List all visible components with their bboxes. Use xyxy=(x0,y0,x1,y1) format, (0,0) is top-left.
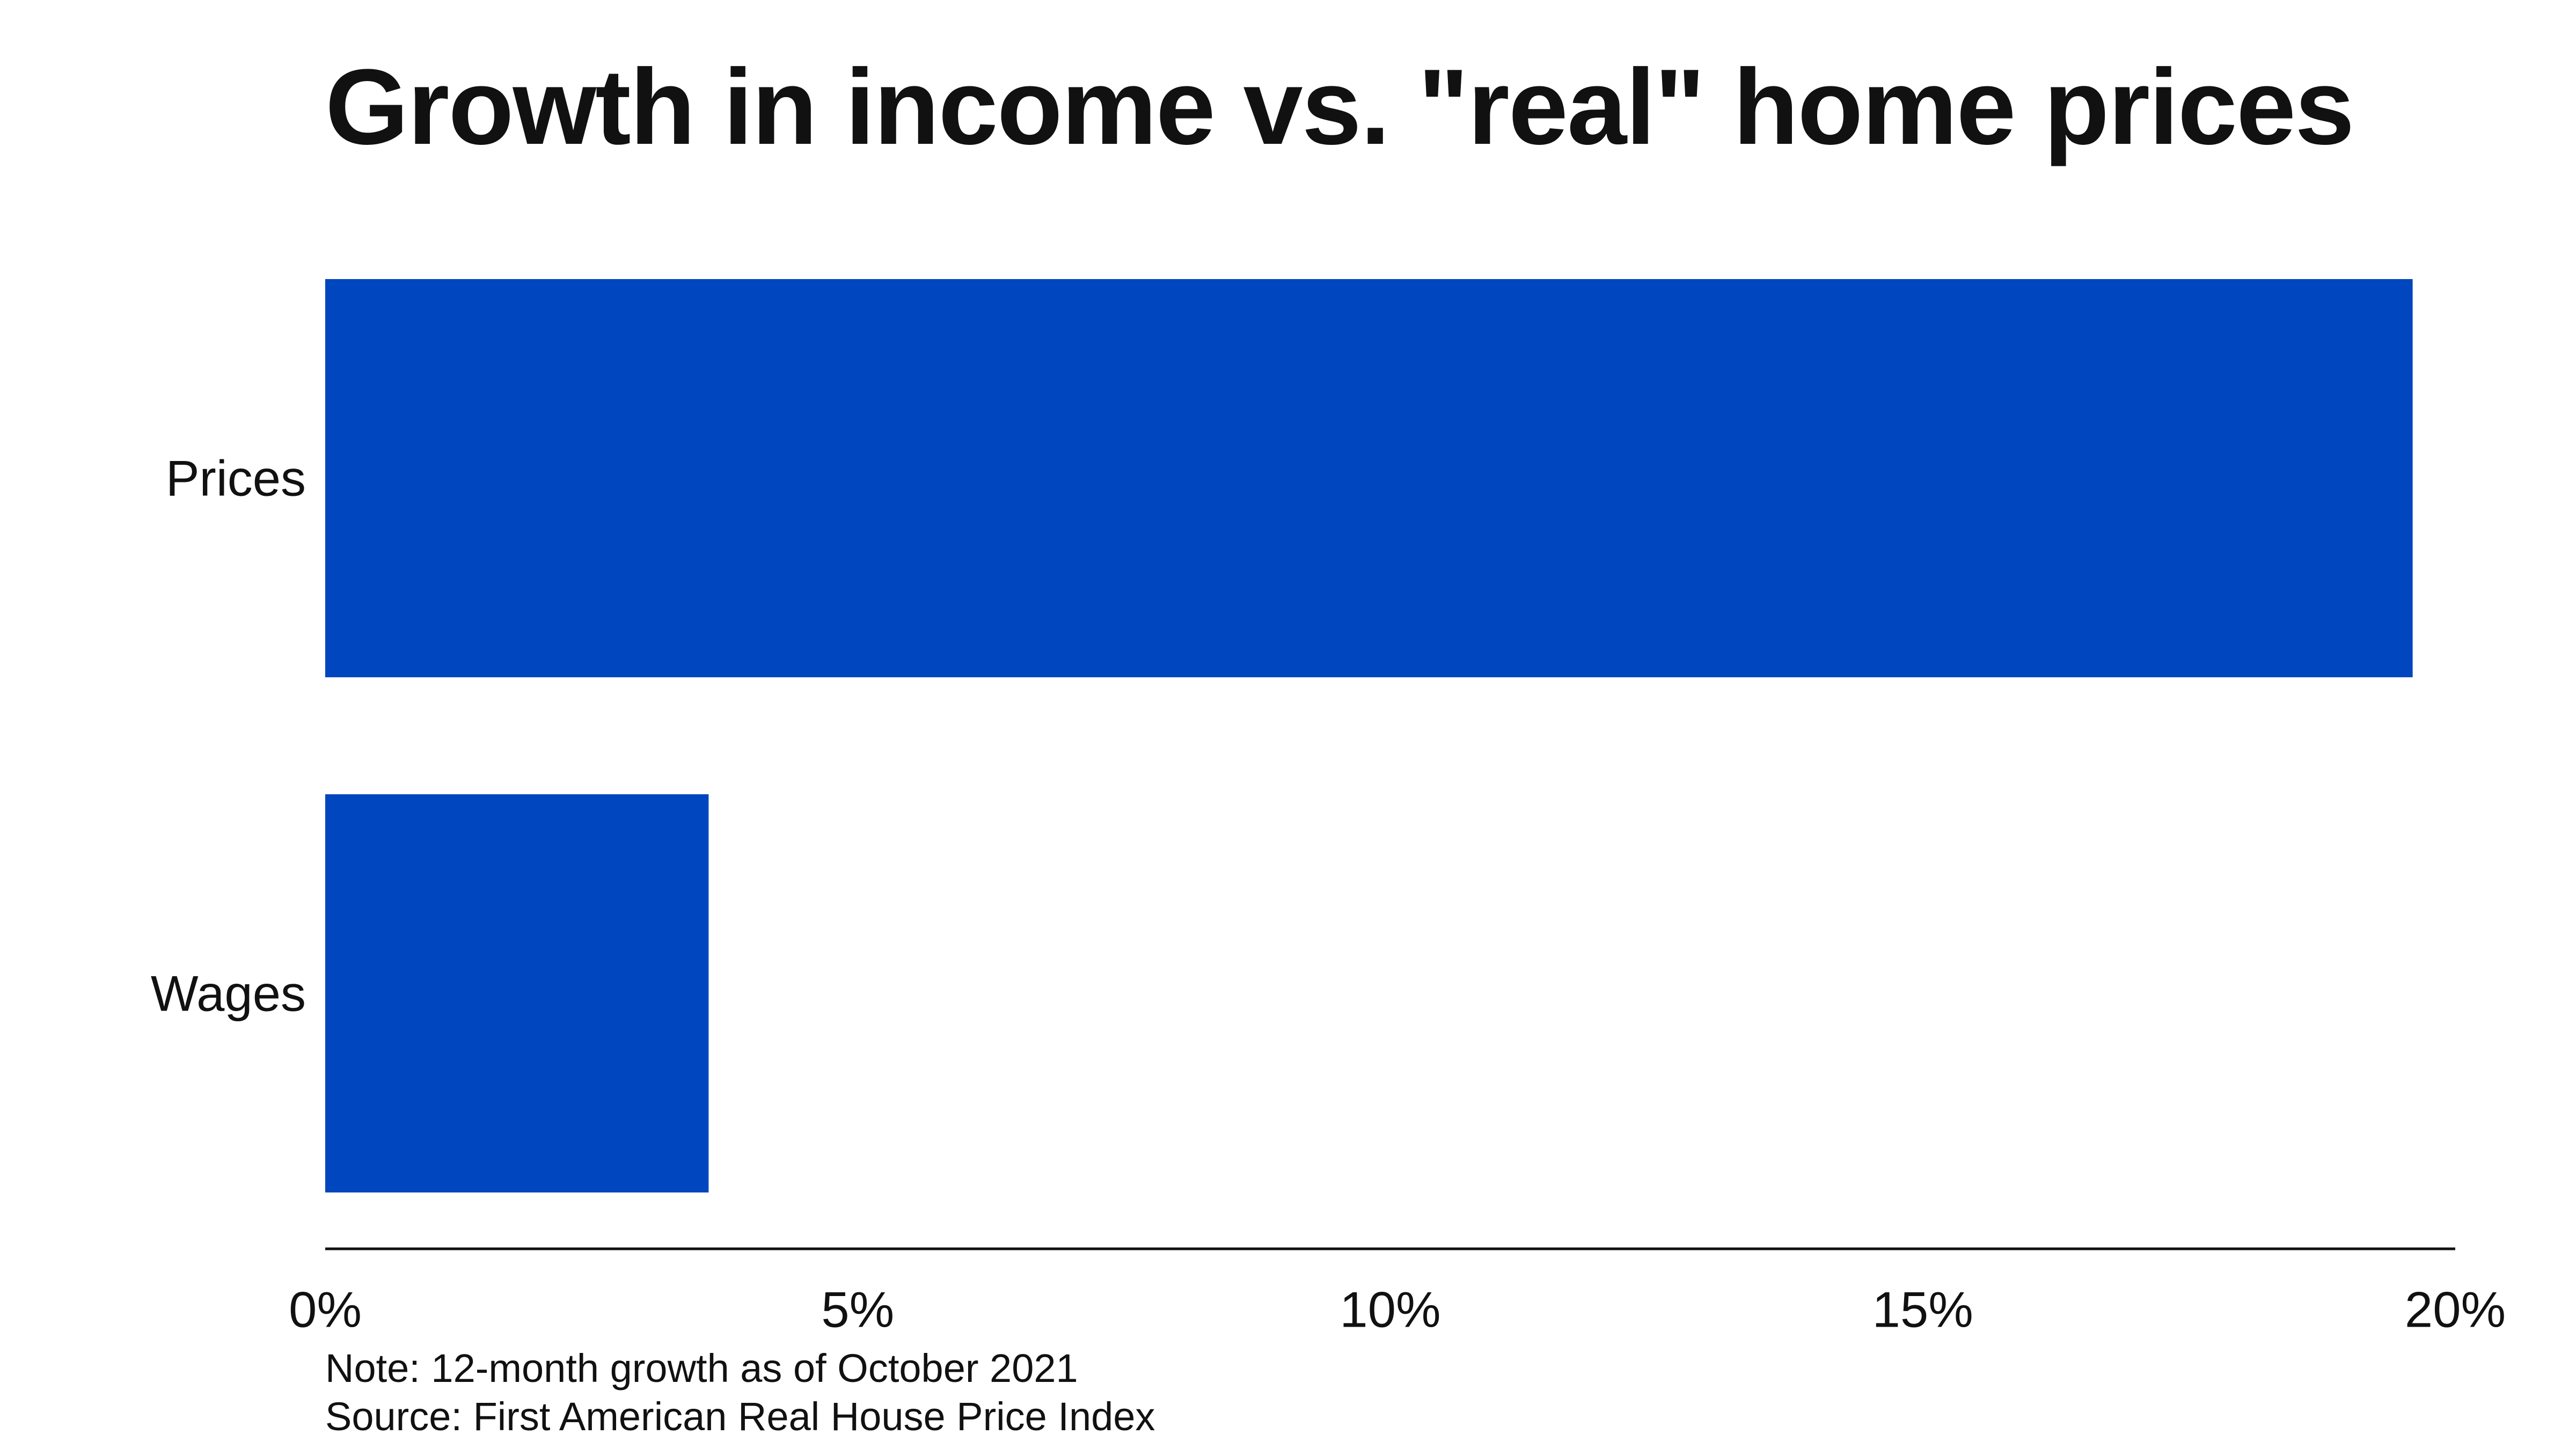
category-label-prices: Prices xyxy=(166,450,306,507)
x-tick-label: 10% xyxy=(1340,1282,1440,1338)
chart-note: Note: 12-month growth as of October 2021 xyxy=(325,1346,1078,1391)
x-tick-label: 20% xyxy=(2405,1282,2506,1338)
x-tick-label: 0% xyxy=(289,1282,362,1338)
x-tick-label: 5% xyxy=(821,1282,894,1338)
x-tick-label: 15% xyxy=(1872,1282,1973,1338)
chart-source: Source: First American Real House Price … xyxy=(325,1394,1155,1439)
chart-notes: Note: 12-month growth as of October 2021… xyxy=(325,1344,1155,1441)
bar-wages xyxy=(325,794,709,1192)
chart-title: Growth in income vs. "real" home prices xyxy=(325,47,2354,167)
category-label-wages: Wages xyxy=(151,965,306,1022)
bar-prices xyxy=(325,279,2413,677)
